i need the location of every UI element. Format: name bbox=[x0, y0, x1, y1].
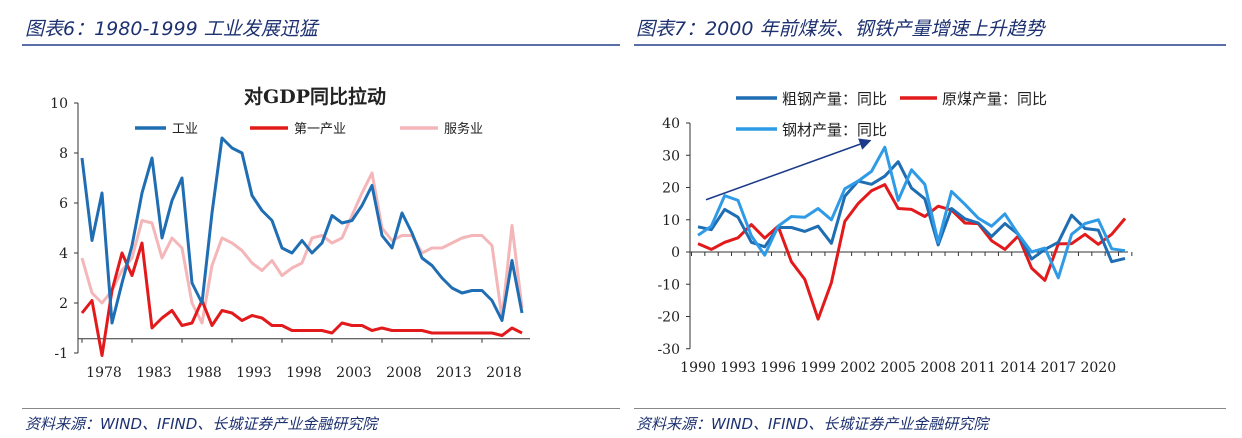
right-y-tick-label: 0 bbox=[671, 245, 680, 261]
right-series-line-1 bbox=[697, 183, 1127, 321]
left-x-tick-label: 2008 bbox=[386, 365, 422, 381]
right-x-tick-label: 1996 bbox=[760, 360, 796, 376]
left-source: 资料来源：WIND、IFIND、长城证券产业金融研究院 bbox=[25, 415, 378, 433]
right-x-tick-label: 1993 bbox=[720, 360, 756, 376]
right-x-tick-label: 2011 bbox=[960, 360, 996, 376]
right-y-tick-label: 40 bbox=[662, 116, 680, 132]
right-x-tick-label: 2008 bbox=[920, 360, 956, 376]
left-y-tick-label: 10 bbox=[50, 96, 68, 112]
legend-label-steel-products: 钢材产量：同比 bbox=[782, 121, 887, 139]
right-x-tick-label: 2020 bbox=[1080, 360, 1116, 376]
left-footer-rule bbox=[22, 408, 620, 409]
legend-label-coal: 原煤产量：同比 bbox=[942, 90, 1047, 108]
right-x-tick-label: 2002 bbox=[840, 360, 876, 376]
left-x-tick-label: 2018 bbox=[486, 365, 522, 381]
left-chart-title: 对GDP同比拉动 bbox=[244, 85, 386, 108]
right-chart-heading: 图表7：2000 年前煤炭、钢铁产量增速上升趋势 bbox=[636, 18, 1045, 40]
right-y-tick-label: -10 bbox=[657, 277, 680, 293]
left-y-tick-label: 8 bbox=[59, 146, 68, 162]
legend-label-services: 服务业 bbox=[444, 121, 483, 137]
left-x-tick-label: 2013 bbox=[436, 365, 472, 381]
right-y-tick-label: -20 bbox=[657, 310, 680, 326]
left-x-tick-label: 1998 bbox=[286, 365, 322, 381]
right-y-tick-label: -30 bbox=[657, 342, 680, 358]
right-footer-rule bbox=[634, 408, 1226, 409]
left-x-tick-label: 1993 bbox=[236, 365, 272, 381]
right-y-tick-label: 10 bbox=[662, 213, 680, 229]
right-series-line-2 bbox=[697, 145, 1126, 280]
right-y-tick-label: 30 bbox=[662, 148, 680, 164]
legend-label-primary: 第一产业 bbox=[294, 122, 346, 137]
right-header-rule bbox=[634, 44, 1226, 46]
legend-label-crude-steel: 粗钢产量：同比 bbox=[782, 90, 887, 108]
right-x-tick-label: 1990 bbox=[680, 360, 716, 376]
left-series-line-0 bbox=[80, 136, 524, 325]
legend-label-industry: 工业 bbox=[172, 122, 198, 137]
right-source: 资料来源：WIND、IFIND、长城证券产业金融研究院 bbox=[636, 415, 989, 433]
left-y-tick-label: -1 bbox=[54, 346, 68, 362]
left-header-rule bbox=[22, 44, 620, 46]
trend-arrow-head bbox=[858, 138, 872, 150]
right-x-tick-label: 1999 bbox=[800, 360, 836, 376]
left-x-tick-label: 1978 bbox=[86, 365, 122, 381]
right-x-tick-label: 2005 bbox=[880, 360, 916, 376]
trend-arrow-line bbox=[705, 143, 861, 201]
left-chart-heading: 图表6：1980-1999 工业发展迅猛 bbox=[25, 18, 318, 40]
left-y-tick-label: 2 bbox=[59, 296, 68, 312]
right-x-tick-label: 2014 bbox=[1000, 360, 1036, 376]
left-series-line-1 bbox=[80, 241, 523, 357]
left-x-tick-label: 2003 bbox=[336, 365, 372, 381]
left-y-tick-label: 4 bbox=[59, 246, 68, 262]
right-series-line-0 bbox=[697, 160, 1126, 264]
left-series-line-2 bbox=[80, 171, 524, 325]
right-x-tick-label: 2017 bbox=[1040, 360, 1076, 376]
left-x-tick-label: 1983 bbox=[136, 365, 172, 381]
left-y-tick-label: 6 bbox=[59, 196, 68, 212]
right-y-tick-label: 20 bbox=[662, 181, 680, 197]
left-x-tick-label: 1988 bbox=[186, 365, 222, 381]
